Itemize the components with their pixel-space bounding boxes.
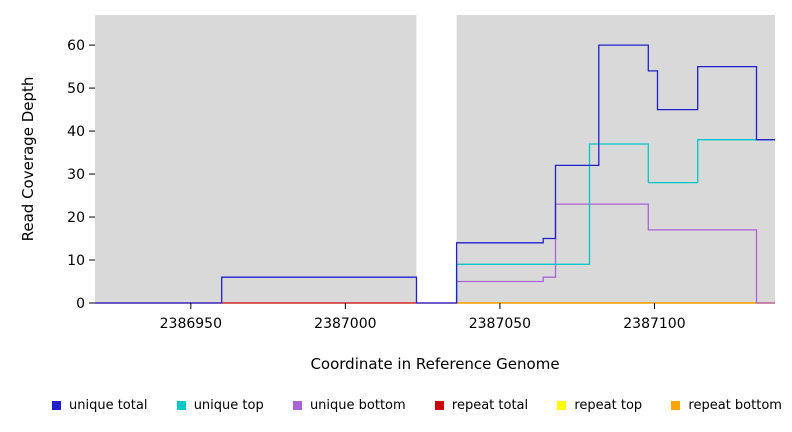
x-tick-label: 2387000 — [314, 316, 376, 332]
unique-total-swatch-icon — [52, 401, 61, 410]
legend-item-unique-top: unique top — [176, 398, 264, 413]
coverage-plot: 2386950 2387000 2387050 2387100 0 10 20 30 40 50 6… — [67, 10, 775, 332]
repeat-bottom-swatch-icon — [671, 401, 681, 410]
y-tick-label: 20 — [67, 210, 85, 226]
legend-item-unique-bottom: unique bottom — [292, 398, 406, 413]
legend-label-repeat-top: repeat top — [574, 398, 643, 413]
legend-item-repeat-top: repeat top — [557, 398, 642, 413]
x-axis-label: Coordinate in Reference Genome — [310, 355, 560, 373]
legend: unique total unique top unique bottom re… — [0, 398, 792, 413]
repeat-total-swatch-icon — [434, 401, 444, 410]
y-tick-label: 10 — [67, 253, 85, 269]
series-unique-total — [95, 44, 775, 304]
x-tick-label: 2387100 — [623, 316, 685, 332]
no-data-gap — [416, 10, 457, 303]
y-tick-label: 60 — [67, 38, 85, 54]
x-tick-label: 2387050 — [469, 316, 531, 332]
unique-top-swatch-icon — [176, 401, 186, 410]
unique-bottom-swatch-icon — [292, 401, 302, 410]
legend-label-unique-bottom: unique bottom — [309, 398, 406, 413]
y-axis-label: Read Coverage Depth — [19, 76, 37, 242]
legend-label-unique-top: unique top — [193, 398, 264, 413]
y-tick-label: 40 — [67, 124, 85, 140]
series-unique-top — [455, 139, 775, 303]
legend-label-repeat-total: repeat total — [451, 398, 529, 413]
legend-label-unique-total: unique total — [69, 398, 148, 413]
legend-item-unique-total: unique total — [52, 398, 147, 413]
y-tick-label: 0 — [76, 296, 85, 312]
x-tick-label: 2386950 — [160, 316, 222, 332]
y-tick-label: 30 — [67, 167, 85, 183]
y-tick-label: 50 — [67, 81, 85, 97]
legend-item-repeat-bottom: repeat bottom — [671, 398, 782, 413]
legend-label-repeat-bottom: repeat bottom — [688, 398, 782, 413]
repeat-top-swatch-icon — [557, 401, 567, 410]
legend-item-repeat-total: repeat total — [434, 398, 529, 413]
